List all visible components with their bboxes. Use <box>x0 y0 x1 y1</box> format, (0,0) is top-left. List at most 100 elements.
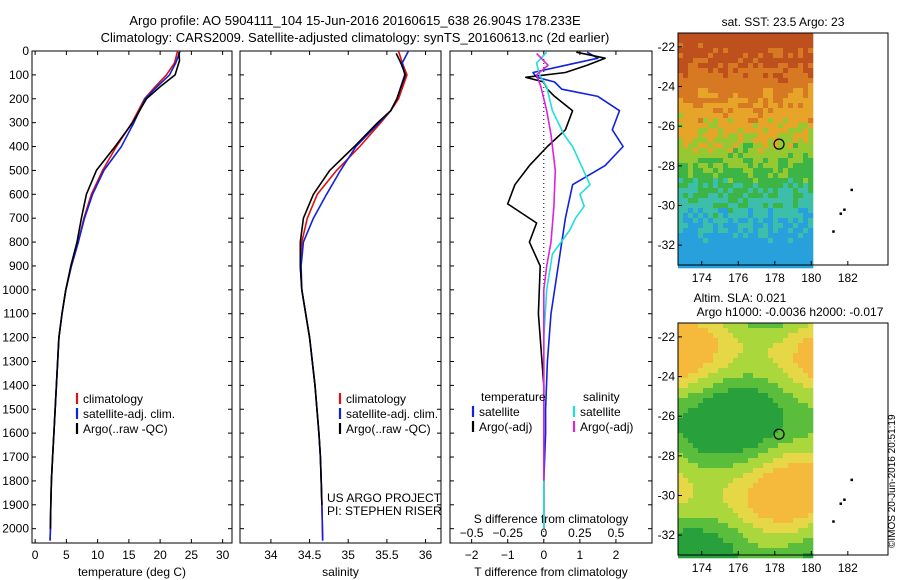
sla_map-cell <box>778 348 784 354</box>
sst_map-cell <box>748 178 754 184</box>
sst_map-cell <box>783 258 789 264</box>
sst_map-cell <box>753 33 759 39</box>
sdiff-tick-label: −0.25 <box>493 526 524 540</box>
sla_map-cell <box>773 513 779 519</box>
sst_map-cell <box>713 153 719 159</box>
sla_map-cell <box>698 543 704 549</box>
sst_map-cell <box>788 58 794 64</box>
sla_map-cell <box>743 478 749 484</box>
sst_map-cell <box>758 228 764 234</box>
sla_map-cell <box>803 343 809 349</box>
sla_map-cell <box>758 483 764 489</box>
sla_map-cell <box>688 463 694 469</box>
sla_map-cell <box>728 373 734 379</box>
sla_map-cell <box>683 553 689 559</box>
sla_map-cell <box>698 343 704 349</box>
sla_map-island <box>832 520 835 523</box>
sla_map-cell <box>718 363 724 369</box>
sla_map-cell <box>763 323 769 329</box>
sla_map-cell <box>713 543 719 549</box>
sla_map-cell <box>703 373 709 379</box>
sla_map-cell <box>803 368 809 374</box>
sla_map-cell <box>768 403 774 409</box>
sla_map-cell <box>688 523 694 529</box>
sla_map-cell <box>703 553 709 559</box>
sst_map-cell <box>798 223 804 229</box>
sla_map-xtick-label: 180 <box>801 561 821 575</box>
sst_map-field <box>678 33 814 269</box>
sst_map-cell <box>713 48 719 54</box>
sst_map-cell <box>743 178 749 184</box>
difference-xlabel: T difference from climatology <box>474 565 628 579</box>
sst_map-cell <box>733 248 739 254</box>
sla_map-cell <box>693 503 699 509</box>
sla_map-cell <box>678 523 684 529</box>
sla_map-cell <box>723 478 729 484</box>
sst_map-cell <box>803 173 809 179</box>
sst_map-cell <box>683 68 689 74</box>
sla_map-cell <box>728 513 734 519</box>
sst_map-cell <box>708 238 714 244</box>
sst_map-cell <box>798 263 804 269</box>
sst_map-cell <box>778 223 784 229</box>
sst_map-cell <box>788 248 794 254</box>
sst_map-cell <box>703 193 709 199</box>
sst_map-cell <box>738 103 744 109</box>
sla_map-cell <box>793 548 799 554</box>
sst_map-cell <box>738 168 744 174</box>
sla_map-cell <box>743 378 749 384</box>
sla_map-cell <box>688 513 694 519</box>
sst_map-cell <box>693 83 699 89</box>
sst_map-cell <box>748 118 754 124</box>
sla_map-cell <box>808 453 814 459</box>
sst_map-cell <box>703 258 709 264</box>
sla_map-cell <box>723 433 729 439</box>
sst_map-cell <box>733 253 739 259</box>
sla_map-frame <box>677 322 889 556</box>
sst_map-cell <box>708 48 714 54</box>
sst_map-cell <box>798 258 804 264</box>
sst_map-cell <box>788 38 794 44</box>
sst_map-cell <box>773 143 779 149</box>
sst_map-cell <box>773 248 779 254</box>
sst_map-cell <box>788 33 794 39</box>
sla_map-cell <box>773 443 779 449</box>
sst_map-cell <box>778 123 784 129</box>
sst_map-cell <box>718 148 724 154</box>
sst_map-cell <box>773 133 779 139</box>
sst_map-cell <box>803 183 809 189</box>
sla_map-cell <box>753 493 759 499</box>
sla_map-cell <box>773 358 779 364</box>
sst_map-cell <box>753 53 759 59</box>
sla_map-cell <box>693 448 699 454</box>
sla_map-cell <box>708 333 714 339</box>
sla_map-cell <box>803 463 809 469</box>
sla_map-cell <box>713 513 719 519</box>
sst_map-cell <box>768 33 774 39</box>
sla_map-cell <box>678 403 684 409</box>
depth-tick-label: 100 <box>9 68 29 82</box>
sst_map-cell <box>753 128 759 134</box>
sst_map-cell <box>688 138 694 144</box>
sla_map-cell <box>718 418 724 424</box>
sst_map-cell <box>753 208 759 214</box>
difference-xtick-label: 1 <box>577 548 584 562</box>
sst_map-cell <box>678 108 684 114</box>
sla_map-cell <box>703 498 709 504</box>
sla_map-cell <box>678 458 684 464</box>
sst_map-cell <box>718 123 724 129</box>
sst_map-cell <box>763 173 769 179</box>
sst_map-cell <box>703 48 709 54</box>
sla_map-cell <box>723 438 729 444</box>
sst_map-cell <box>713 138 719 144</box>
sst_map-cell <box>768 133 774 139</box>
sla_map-cell <box>723 333 729 339</box>
sla_map-cell <box>683 338 689 344</box>
sst_map-cell <box>788 43 794 49</box>
sst_map-cell <box>748 218 754 224</box>
sst_map-cell <box>778 163 784 169</box>
sla_map-cell <box>728 423 734 429</box>
sla_map-cell <box>723 398 729 404</box>
sla_map-cell <box>718 453 724 459</box>
sst_map-cell <box>778 233 784 239</box>
